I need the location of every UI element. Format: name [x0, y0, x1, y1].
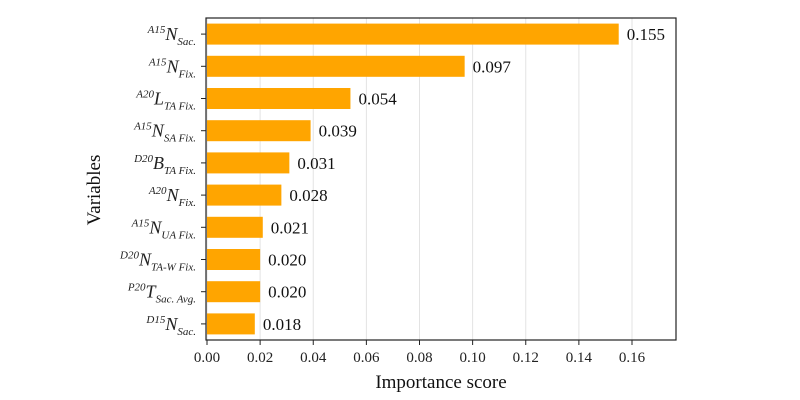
y-tick-label: A15NFix. [148, 56, 196, 80]
x-tick-label: 0.16 [619, 350, 646, 366]
x-ticks: 0.00 0.02 0.04 0.06 0.08 0.10 0.12 0.14 0.16 [194, 340, 646, 366]
data-label: 0.155 [627, 25, 665, 44]
bar [207, 152, 290, 174]
x-tick-label: 0.10 [460, 350, 486, 366]
x-tick-label: 0.14 [566, 350, 593, 366]
bar [207, 216, 263, 238]
bar [207, 281, 261, 303]
data-label: 0.054 [358, 90, 397, 109]
y-tick-label: A15NUA Fix. [131, 217, 196, 241]
data-label: 0.020 [268, 283, 306, 302]
y-tick-label: D20NTA-W Fix. [119, 250, 196, 274]
y-axis-label: Variables [84, 155, 105, 226]
y-tick-label: A15NSA Fix. [133, 121, 196, 145]
y-tick-label: A20NFix. [148, 185, 196, 209]
bar [207, 88, 351, 109]
data-label: 0.021 [271, 218, 309, 237]
y-tick-label: D15NSac. [145, 314, 196, 338]
y-tick-label: A20LTA Fix. [135, 89, 196, 113]
x-tick-label: 0.12 [513, 350, 539, 366]
y-tick-label: D20BTA Fix. [133, 153, 196, 177]
bar [207, 313, 255, 335]
bar [207, 55, 465, 77]
bar [207, 23, 619, 45]
plot-frame [205, 17, 677, 341]
data-label: 0.020 [268, 251, 306, 270]
x-tick-label: 0.04 [300, 350, 327, 366]
bar [207, 184, 282, 206]
y-ticks: A15NSac. A15NFix. A20LTA Fix. A15NSA Fix. D2… [119, 24, 206, 338]
data-label: 0.018 [263, 315, 301, 334]
x-tick-label: 0.00 [194, 350, 220, 366]
data-label: 0.028 [289, 186, 327, 205]
x-tick-label: 0.06 [353, 350, 380, 366]
bar [207, 249, 261, 270]
data-label: 0.031 [297, 154, 335, 173]
x-axis-label: Importance score [375, 372, 506, 393]
bar [207, 120, 311, 142]
data-label: 0.097 [473, 57, 512, 76]
x-tick-label: 0.08 [406, 350, 432, 366]
data-label: 0.039 [319, 122, 357, 141]
y-tick-label: A15NSac. [147, 24, 196, 48]
y-tick-label: P20TSac. Avg. [127, 282, 196, 306]
x-tick-label: 0.02 [247, 350, 273, 366]
